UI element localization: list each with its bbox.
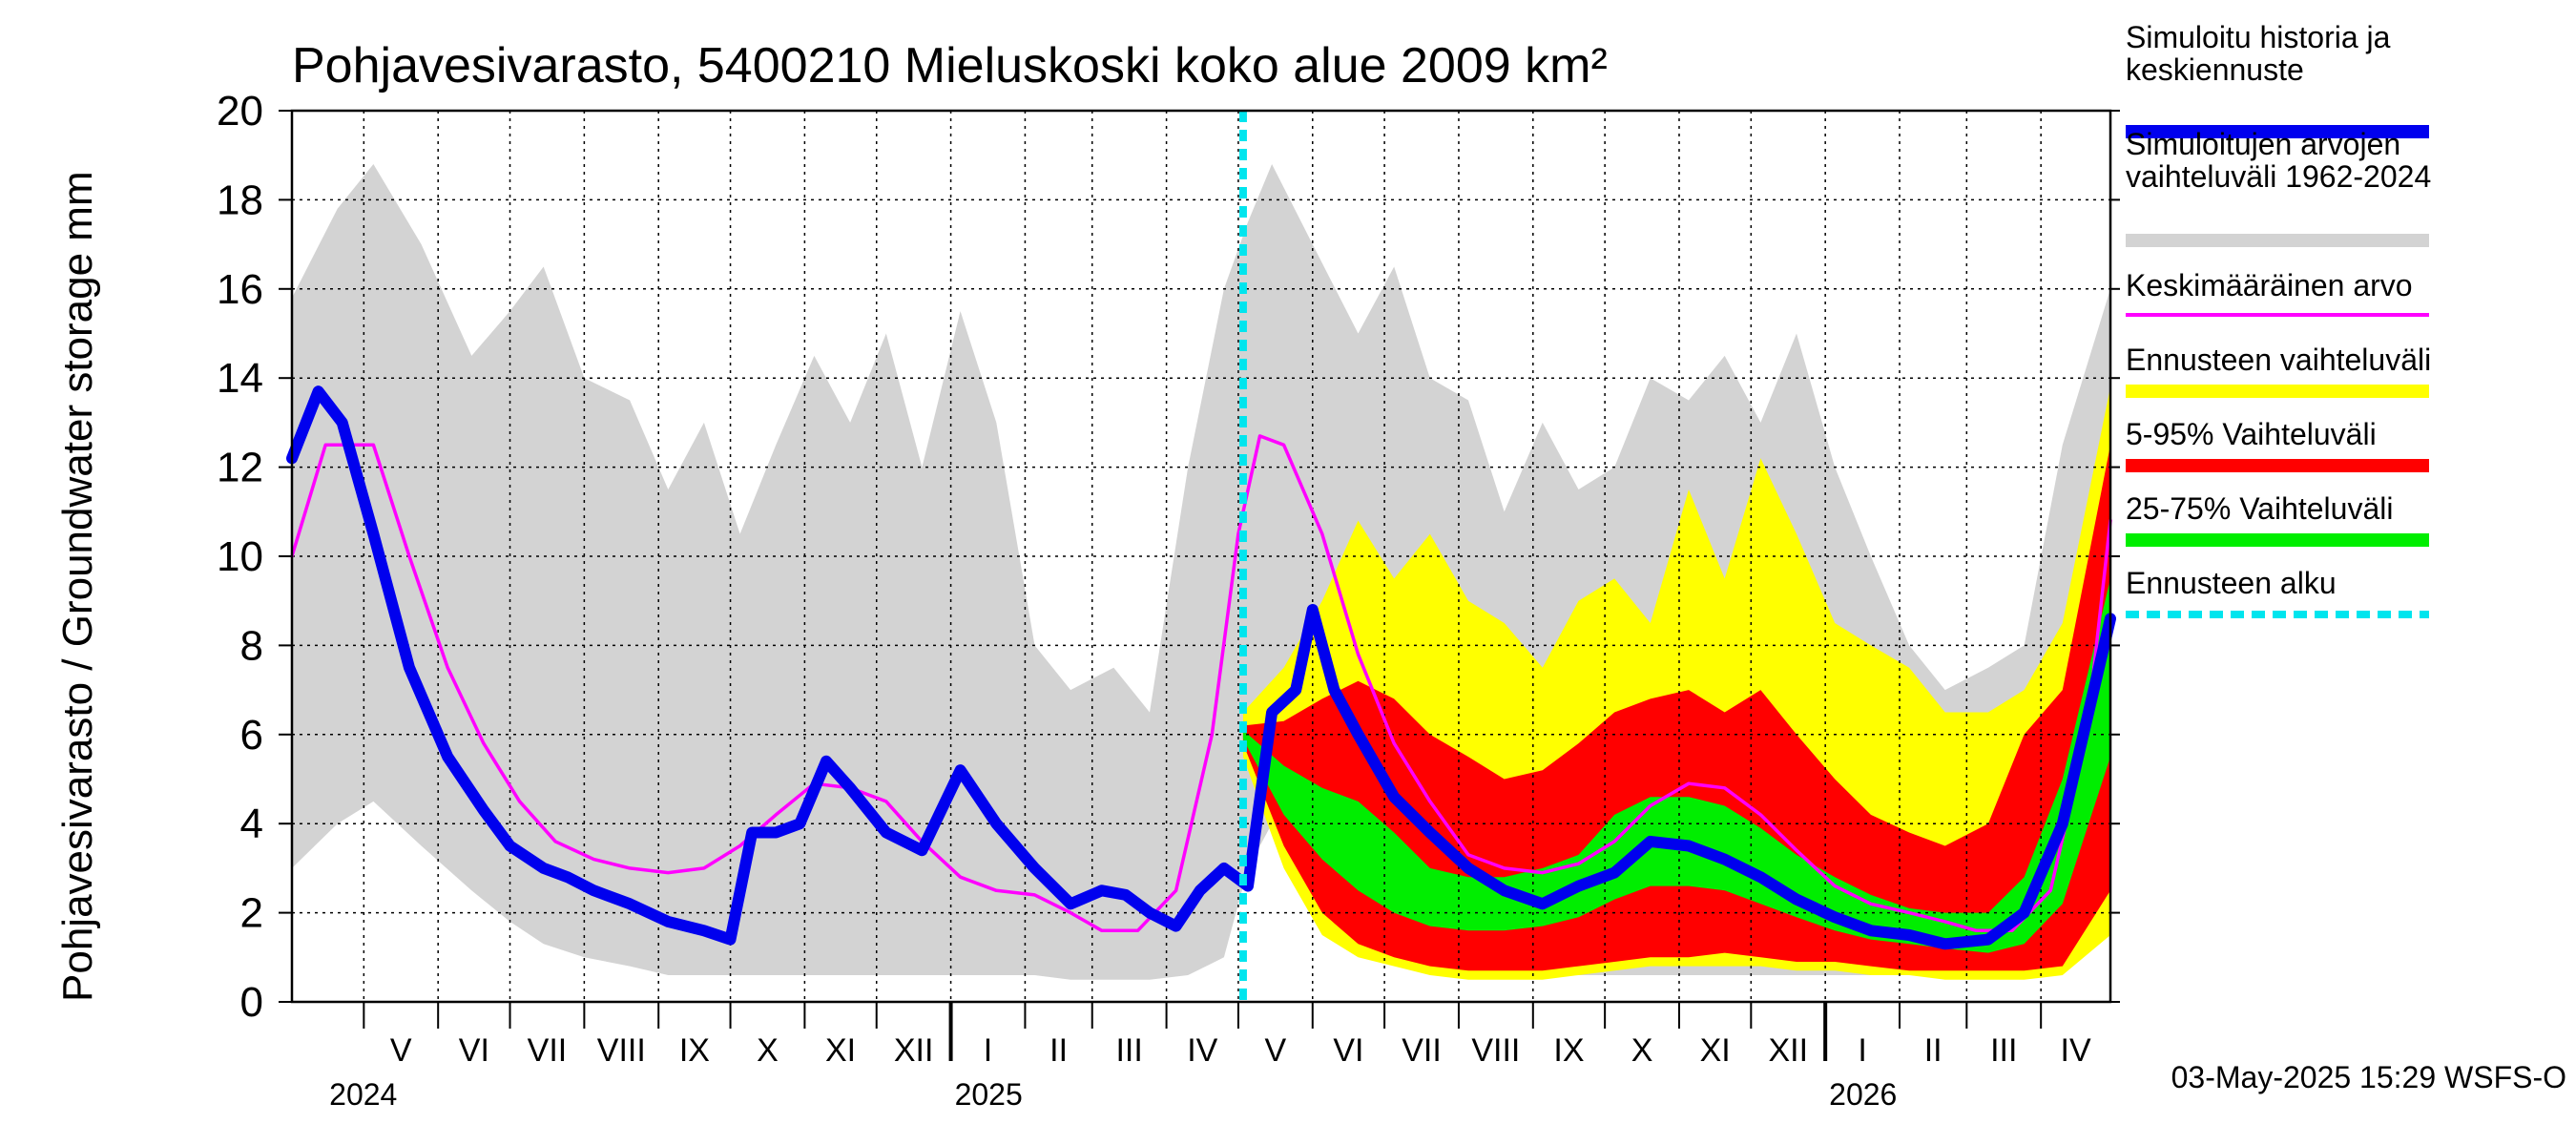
month-label: I — [1858, 1032, 1866, 1069]
chart-title: Pohjavesivarasto, 5400210 Mieluskoski ko… — [292, 38, 1608, 94]
y-tick-label: 14 — [217, 355, 263, 402]
y-tick-label: 6 — [240, 712, 263, 759]
month-label: XI — [1700, 1032, 1731, 1069]
axes-layer — [279, 109, 2120, 1061]
timestamp-footer: 03-May-2025 15:29 WSFS-O — [2171, 1060, 2566, 1094]
year-label: 2025 — [955, 1077, 1023, 1112]
month-label: VI — [1333, 1032, 1363, 1069]
month-label: VII — [1402, 1032, 1442, 1069]
y-tick-label: 10 — [217, 533, 263, 580]
month-label: V — [390, 1032, 412, 1069]
month-label: II — [1924, 1032, 1942, 1069]
month-label: III — [1115, 1032, 1142, 1069]
legend-label: Ennusteen alku — [2126, 566, 2337, 600]
line-layer — [286, 385, 2116, 950]
month-label: XII — [894, 1032, 934, 1069]
month-label: X — [1631, 1032, 1653, 1069]
y-tick-label: 16 — [217, 266, 263, 313]
legend-label: keskiennuste — [2126, 52, 2304, 87]
y-axis-label: Pohjavesivarasto / Groundwater storage m… — [54, 171, 101, 1002]
y-tick-label: 0 — [240, 979, 263, 1026]
month-label: XI — [825, 1032, 856, 1069]
legend-label: Simuloitujen arvojen — [2126, 127, 2400, 161]
y-tick-label: 12 — [217, 445, 263, 491]
legend-label: 25-75% Vaihteluväli — [2126, 491, 2393, 526]
y-tick-labels: 0 2 4 6 8 10 12 14 16 18 20 — [217, 88, 263, 1026]
year-label: 2026 — [1829, 1077, 1897, 1112]
month-label: IX — [1553, 1032, 1584, 1069]
month-label: IX — [679, 1032, 710, 1069]
band-2 — [1242, 445, 2110, 971]
grid-layer — [292, 111, 2110, 1002]
legend-label: 5-95% Vaihteluväli — [2126, 417, 2377, 451]
month-label: IV — [2061, 1032, 2091, 1069]
month-label: II — [1049, 1032, 1068, 1069]
month-label: VII — [528, 1032, 568, 1069]
y-tick-label: 4 — [240, 801, 263, 847]
y-tick-label: 18 — [217, 177, 263, 223]
plot-frame — [290, 109, 2112, 1004]
month-label: VIII — [597, 1032, 646, 1069]
legend-label: Simuloitu historia ja — [2126, 20, 2391, 54]
x-tick-labels: V VI VII VIII IX X XI XII I II III IV V VI VII VIII IX X X… — [329, 1032, 2091, 1112]
series-line-1 — [286, 385, 2116, 950]
month-label: V — [1265, 1032, 1287, 1069]
legend-label: Ennusteen vaihteluväli — [2126, 343, 2431, 377]
y-tick-label: 20 — [217, 88, 263, 135]
series-line-0 — [290, 434, 2112, 933]
month-label: I — [984, 1032, 992, 1069]
month-label: VI — [459, 1032, 489, 1069]
month-label: X — [757, 1032, 779, 1069]
y-tick-label: 2 — [240, 890, 263, 937]
month-label: XII — [1768, 1032, 1808, 1069]
month-label: III — [1990, 1032, 2017, 1069]
month-label: IV — [1187, 1032, 1217, 1069]
band-layer — [292, 164, 2110, 980]
legend-label: Keskimääräinen arvo — [2126, 268, 2413, 302]
y-tick-label: 8 — [240, 622, 263, 669]
month-label: VIII — [1471, 1032, 1520, 1069]
legend-label: vaihteluväli 1962-2024 — [2126, 159, 2431, 194]
year-label: 2024 — [329, 1077, 397, 1112]
